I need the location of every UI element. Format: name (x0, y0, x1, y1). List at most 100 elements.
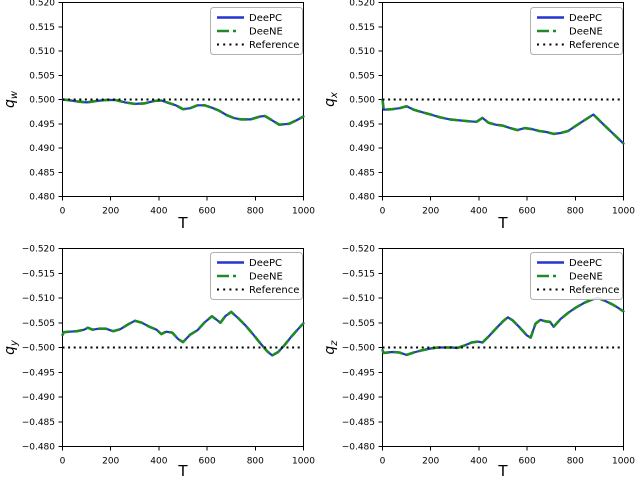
y-tick-label: −0.480 (22, 443, 56, 453)
y-tick-label: −0.500 (22, 344, 56, 354)
y-tick-label: −0.485 (22, 418, 55, 428)
y-tick-label: −0.505 (342, 319, 375, 329)
y-tick-label: −0.490 (22, 393, 56, 403)
subplot-qz: −0.520 −0.515 −0.510 −0.505 −0.500 −0.495 −0.4… (320, 240, 640, 479)
subplot-qy: −0.520 −0.515 −0.510 −0.505 −0.500 −0.495 −0.4… (0, 240, 320, 479)
legend: DeePC DeeNE Reference (210, 7, 303, 55)
x-tick-label: 800 (247, 457, 264, 467)
deene-line (381, 296, 625, 357)
y-axis-label: qx (322, 92, 340, 107)
deene-line (62, 98, 305, 126)
legend-label: DeeNE (249, 272, 283, 283)
x-tick-label: 1000 (292, 457, 315, 467)
legend-label: DeePC (569, 13, 602, 24)
legend-label: DeeNE (569, 27, 603, 38)
deepc-line (61, 310, 305, 357)
x-tick-label: 400 (470, 457, 487, 467)
x-tick-label: 200 (422, 457, 439, 467)
y-tick-label: −0.505 (22, 319, 55, 329)
x-axis-label: T (497, 214, 508, 232)
y-tick-label: 0.480 (29, 193, 55, 203)
y-tick-label: −0.515 (22, 269, 55, 279)
x-tick-label: 800 (247, 207, 264, 217)
y-tick-label: 0.490 (29, 144, 55, 154)
deene-line (381, 99, 625, 145)
x-tick-label: 200 (102, 207, 119, 217)
legend-label: DeePC (249, 13, 282, 24)
x-tick-label: 600 (519, 207, 536, 217)
y-tick-label: 0.480 (349, 193, 375, 203)
deepc-line (381, 98, 625, 145)
y-tick-label: 0.515 (349, 23, 375, 33)
y-tick-label: 0.495 (349, 120, 375, 130)
x-tick-label: 1000 (292, 207, 315, 217)
x-tick-label: 0 (380, 457, 386, 467)
x-tick-label: 0 (60, 457, 66, 467)
legend-box (530, 7, 623, 55)
y-tick-label: −0.520 (22, 245, 56, 255)
y-tick-label: −0.480 (342, 443, 376, 453)
y-tick-label: −0.490 (342, 393, 376, 403)
legend-label: Reference (249, 40, 299, 51)
legend-label: Reference (249, 285, 299, 296)
x-tick-label: 800 (567, 457, 584, 467)
deepc-line (61, 98, 305, 126)
y-tick-label: 0.500 (349, 96, 375, 106)
legend-label: Reference (569, 285, 619, 296)
x-tick-label: 600 (199, 457, 216, 467)
y-tick-label: 0.495 (29, 120, 55, 130)
y-tick-label: 0.510 (29, 47, 55, 57)
subplot-qw: 0.520 0.515 0.510 0.505 0.500 0.495 0.490 0.485… (0, 0, 320, 240)
y-tick-label: −0.515 (342, 269, 375, 279)
x-tick-label: 600 (199, 207, 216, 217)
deepc-line (381, 296, 625, 357)
legend: DeePC DeeNE Reference (530, 7, 623, 55)
subplot-qx: 0.520 0.515 0.510 0.505 0.500 0.495 0.490 0.485… (320, 0, 640, 240)
x-tick-label: 400 (150, 457, 167, 467)
legend-label: DeePC (249, 258, 282, 269)
x-tick-label: 0 (60, 207, 66, 217)
y-tick-label: −0.500 (342, 344, 376, 354)
y-tick-label: −0.495 (22, 368, 55, 378)
legend-label: Reference (569, 40, 619, 51)
legend-box (210, 7, 303, 55)
legend-box (210, 252, 303, 300)
legend: DeePC DeeNE Reference (210, 252, 303, 300)
deene-line (61, 310, 305, 357)
x-tick-label: 400 (470, 207, 487, 217)
legend-label: DeeNE (249, 27, 283, 38)
x-axis-label: T (177, 214, 188, 232)
legend: DeePC DeeNE Reference (530, 252, 623, 300)
y-axis-label: qz (322, 340, 340, 355)
y-axis-label: qw (2, 90, 20, 108)
x-tick-label: 200 (102, 457, 119, 467)
legend-label: DeePC (569, 258, 602, 269)
y-tick-label: 0.515 (29, 23, 55, 33)
x-tick-label: 0 (380, 207, 386, 217)
legend-box (530, 252, 623, 300)
y-tick-label: 0.510 (349, 47, 375, 57)
legend-label: DeeNE (569, 272, 603, 283)
y-tick-label: 0.520 (349, 0, 375, 9)
x-tick-label: 800 (567, 207, 584, 217)
x-tick-label: 1000 (612, 207, 635, 217)
y-tick-label: 0.485 (349, 168, 375, 178)
x-tick-label: 400 (150, 207, 167, 217)
y-tick-label: 0.485 (29, 168, 55, 178)
y-tick-label: −0.485 (342, 418, 375, 428)
x-axis-label: T (497, 462, 508, 479)
y-axis-label: qy (2, 339, 20, 355)
x-tick-label: 200 (422, 207, 439, 217)
x-axis-label: T (177, 462, 188, 479)
y-tick-label: −0.520 (342, 245, 376, 255)
y-tick-label: 0.500 (29, 96, 55, 106)
y-tick-label: 0.505 (29, 71, 55, 81)
y-tick-label: −0.510 (342, 294, 376, 304)
y-tick-label: −0.510 (22, 294, 56, 304)
y-tick-label: −0.495 (342, 368, 375, 378)
x-tick-label: 1000 (612, 457, 635, 467)
y-tick-label: 0.520 (29, 0, 55, 9)
y-tick-label: 0.505 (349, 71, 375, 81)
y-tick-label: 0.490 (349, 144, 375, 154)
